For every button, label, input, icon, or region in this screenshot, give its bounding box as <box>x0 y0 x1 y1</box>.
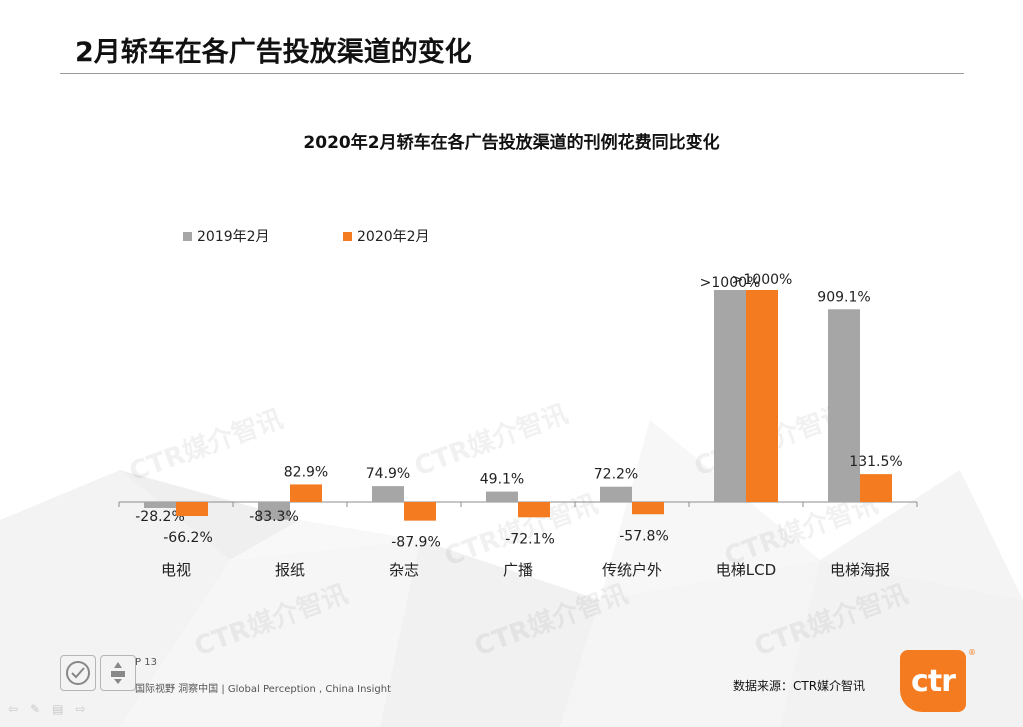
registered-mark: ® <box>968 648 976 657</box>
data-label: 131.5% <box>849 454 902 470</box>
data-label: -66.2% <box>163 530 213 546</box>
category-label: 传统户外 <box>602 561 662 579</box>
data-label: 49.1% <box>480 472 524 488</box>
category-label: 报纸 <box>275 561 305 579</box>
data-label: -83.3% <box>249 509 299 525</box>
data-source: 数据来源：CTR媒介智讯 <box>733 679 866 693</box>
menu-icon[interactable]: ▤ <box>52 702 64 716</box>
data-label: -57.8% <box>619 528 669 544</box>
legend-item-2020: 2020年2月 <box>343 226 430 246</box>
pen-icon[interactable]: ✎ <box>30 702 41 716</box>
bar-2019 <box>600 486 632 502</box>
footer-slogan: 国际视野 洞察中国 | Global Perception , China In… <box>135 684 392 695</box>
data-label: 909.1% <box>817 289 870 305</box>
data-label: 72.2% <box>594 467 638 483</box>
bar-2019 <box>486 491 518 502</box>
certification-logos <box>60 655 136 691</box>
page-number: P 13 <box>135 657 157 668</box>
legend-label-2019: 2019年2月 <box>197 229 270 245</box>
legend-swatch-2020 <box>343 231 352 241</box>
chart-title: 2020年2月轿车在各广告投放渠道的刊例花费同比变化 <box>303 133 720 153</box>
bar-2019 <box>258 502 290 520</box>
page-title: 2月轿车在各广告投放渠道的变化 <box>75 37 472 68</box>
ctr-logo: ctr <box>900 650 966 712</box>
legend-swatch-2019 <box>183 231 192 241</box>
bar-2019 <box>372 486 404 502</box>
title-divider <box>60 73 964 74</box>
bar-2020 <box>746 290 778 502</box>
category-label: 电梯海报 <box>830 561 890 579</box>
data-label: -87.9% <box>391 535 441 551</box>
legend-label-2020: 2020年2月 <box>357 229 430 245</box>
prev-arrow-icon[interactable]: ⇦ <box>8 702 19 716</box>
category-label: 电视 <box>161 561 191 579</box>
bar-2019 <box>714 290 746 502</box>
legend-item-2019: 2019年2月 <box>183 226 270 246</box>
category-label: 杂志 <box>389 561 419 579</box>
bar-2020 <box>404 502 436 521</box>
slide-nav-controls: ⇦ ✎ ▤ ⇨ <box>8 702 86 716</box>
data-label: -72.1% <box>505 531 555 547</box>
data-label: -28.2% <box>135 509 185 525</box>
data-label: 74.9% <box>366 466 410 482</box>
bar-2020 <box>290 484 322 502</box>
bar-2020 <box>518 502 550 518</box>
bar-2019 <box>144 502 176 508</box>
data-label: >1000% <box>700 275 761 291</box>
data-label: 82.9% <box>284 464 328 480</box>
data-label: >1000% <box>732 272 793 288</box>
bar-2020 <box>632 502 664 515</box>
category-label: 电梯LCD <box>716 561 776 579</box>
ukas-certification-icon <box>100 655 136 691</box>
sgs-certification-icon <box>60 655 96 691</box>
bar-2019 <box>828 309 860 502</box>
bar-2020 <box>860 474 892 502</box>
next-arrow-icon[interactable]: ⇨ <box>75 702 86 716</box>
category-label: 广播 <box>503 561 533 579</box>
bar-2020 <box>176 502 208 517</box>
